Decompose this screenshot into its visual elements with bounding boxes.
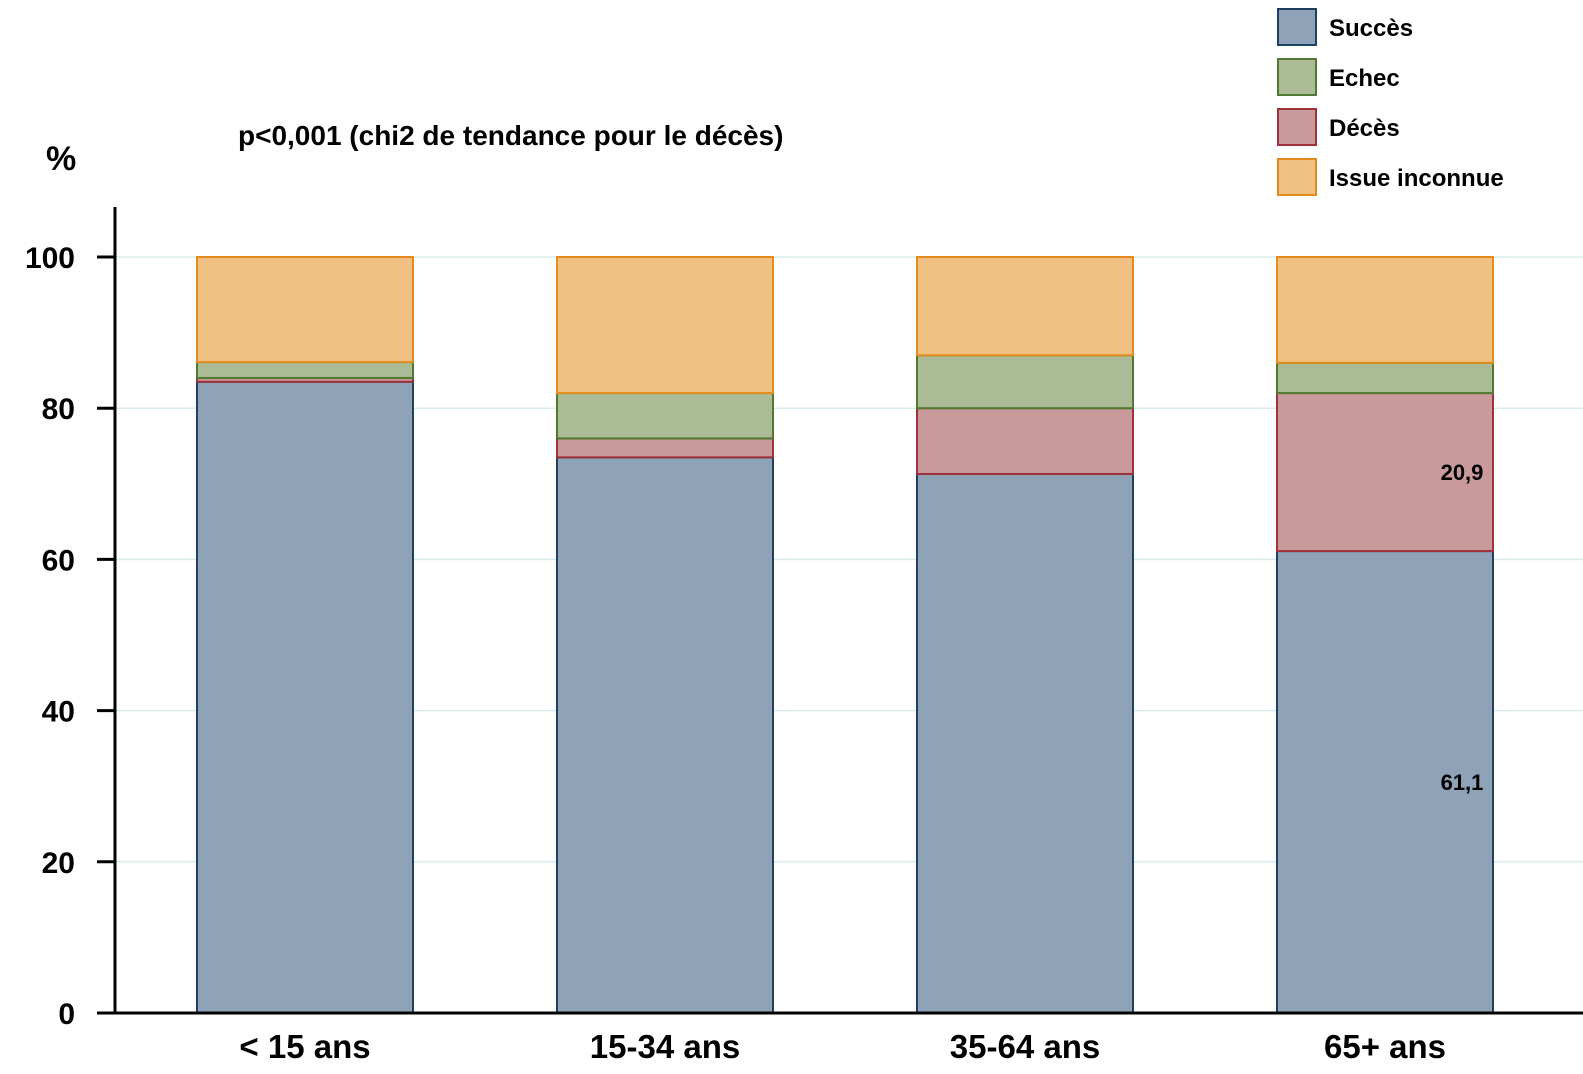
- axes: [97, 207, 1583, 1015]
- bar-segment: [916, 256, 1134, 357]
- y-tick-label: 0: [58, 998, 75, 1031]
- bar-segment: [196, 361, 414, 379]
- bars: [196, 256, 1494, 1014]
- x-category-label: < 15 ans: [239, 1028, 370, 1065]
- bar-segment: [916, 407, 1134, 475]
- x-category-label: 35-64 ans: [950, 1028, 1100, 1065]
- bar-segment: [1276, 550, 1494, 1014]
- x-category-label: 65+ ans: [1324, 1028, 1446, 1065]
- y-axis-label: %: [46, 140, 76, 178]
- bar-segment: [916, 472, 1134, 1014]
- bar-segment: [1276, 361, 1494, 395]
- legend-swatch: [1277, 8, 1317, 46]
- bar-segment: [556, 456, 774, 1014]
- legend-swatch: [1277, 58, 1317, 96]
- bar-segment: [1276, 392, 1494, 553]
- y-tick-label: 100: [25, 242, 75, 275]
- bar-segment: [1276, 256, 1494, 364]
- bar-segment: [916, 354, 1134, 410]
- bar-segment: [556, 437, 774, 459]
- data-label: 20,9: [1441, 460, 1484, 485]
- bar-segment: [556, 392, 774, 440]
- legend-label: Succès: [1329, 15, 1413, 42]
- legend-swatch: [1277, 158, 1317, 196]
- y-tick-label: 80: [42, 393, 75, 426]
- y-tick-label: 20: [42, 847, 75, 880]
- legend-label: Issue inconnue: [1329, 165, 1504, 192]
- data-label: 61,1: [1441, 770, 1484, 795]
- legend-swatch: [1277, 108, 1317, 146]
- x-categories: < 15 ans 15-34 ans 35-64 ans 65+ ans: [239, 1028, 1446, 1065]
- data-labels: 61,1 20,9: [1441, 460, 1484, 795]
- chart-annotation: p<0,001 (chi2 de tendance pour le décès): [238, 120, 783, 151]
- legend: Succès Echec Décès Issue inconnue: [1277, 8, 1504, 196]
- legend-label: Echec: [1329, 65, 1400, 92]
- x-category-label: 15-34 ans: [590, 1028, 740, 1065]
- y-tick-label: 40: [42, 696, 75, 729]
- y-ticks: 0 20 40 60 80 100: [25, 242, 115, 1031]
- bar-segment: [196, 380, 414, 1014]
- legend-label: Décès: [1329, 115, 1400, 142]
- bar-segment: [196, 256, 414, 364]
- y-tick-label: 60: [42, 544, 75, 577]
- bar-segment: [556, 256, 774, 395]
